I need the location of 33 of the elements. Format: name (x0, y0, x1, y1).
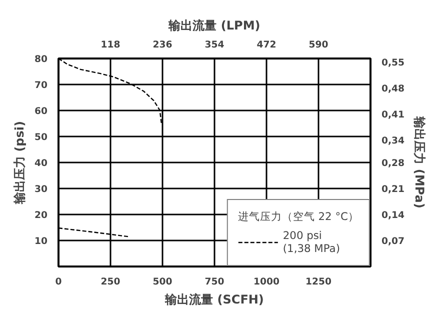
x-tick-label: 250 (100, 276, 121, 288)
legend-title: 进气压力（空气 22 °C） (238, 210, 359, 224)
legend-label: 200 psi (1,38 MPa) (282, 229, 340, 255)
x-tick-label: 0 (55, 276, 62, 288)
y2-tick-label: 0,48 (382, 84, 405, 95)
x-axis-title: 输出流量 (SCFH) (164, 292, 264, 306)
y2-axis-title: 输出压力 (MPa) (412, 116, 427, 208)
y2-tick-label: 0,34 (382, 136, 406, 147)
y2-tick-label: 0,21 (382, 184, 405, 195)
x2-tick-label: 236 (152, 40, 172, 50)
x2-tick-label: 354 (204, 40, 225, 50)
x-tick-label: 1000 (254, 276, 280, 288)
y-tick-label: 40 (34, 158, 48, 169)
y2-tick-label: 0,28 (382, 158, 405, 169)
x2-tick-label: 118 (100, 40, 120, 50)
x2-tick-label: 590 (308, 40, 329, 50)
y-tick-label: 50 (34, 132, 48, 143)
x-tick-label: 1250 (306, 276, 332, 288)
y-axis-title: 输出压力 (psi) (12, 120, 27, 205)
y-tick-label: 60 (34, 106, 48, 117)
x2-tick-label: 472 (256, 40, 276, 50)
y-tick-label: 70 (34, 80, 48, 91)
y-tick-label: 80 (34, 54, 48, 65)
x2-axis-title: 输出流量 (LPM) (168, 18, 260, 32)
y2-tick-label: 0,55 (382, 58, 405, 69)
y-tick-label: 30 (34, 184, 48, 195)
y2-tick-label: 0,14 (382, 210, 406, 221)
y2-tick-label: 0,07 (382, 236, 405, 247)
y2-tick-label: 0,41 (382, 110, 405, 121)
y-tick-label: 10 (34, 236, 48, 247)
x-tick-label: 500 (152, 276, 173, 288)
y-tick-label: 20 (34, 210, 48, 221)
x-tick-label: 750 (204, 276, 225, 288)
